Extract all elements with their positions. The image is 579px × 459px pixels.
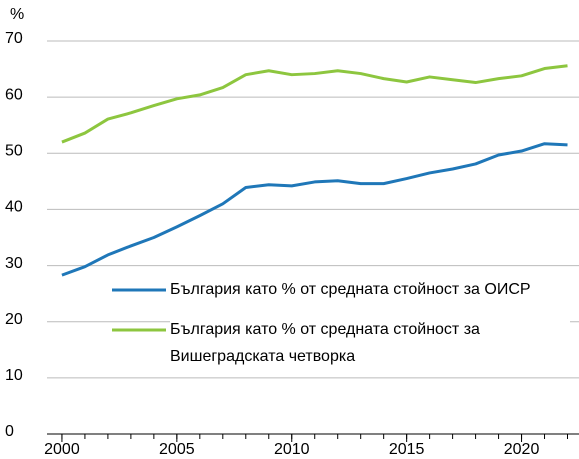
series-line (61, 64, 568, 144)
legend-label: България като % от средната стойност за … (170, 316, 570, 370)
legend-label: България като % от средната стойност за … (170, 276, 570, 303)
x-tick-label: 2010 (274, 441, 310, 458)
y-tick-label: 20 (5, 311, 23, 328)
y-tick-label: 0 (5, 423, 14, 440)
x-tick-label: 2000 (44, 441, 80, 458)
series-line (61, 142, 568, 277)
y-tick-label: 50 (5, 143, 23, 160)
y-tick-label: 10 (5, 367, 23, 384)
x-tick-label: 2005 (159, 441, 195, 458)
y-axis-label: % (10, 6, 24, 23)
x-tick-label: 2020 (504, 441, 540, 458)
y-tick-label: 70 (5, 30, 23, 47)
y-tick-label: 40 (5, 199, 23, 216)
y-tick-label: 30 (5, 255, 23, 272)
y-tick-label: 60 (5, 86, 23, 103)
x-tick-label: 2015 (389, 441, 425, 458)
